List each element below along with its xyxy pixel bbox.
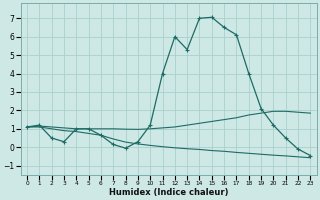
X-axis label: Humidex (Indice chaleur): Humidex (Indice chaleur) xyxy=(109,188,228,197)
